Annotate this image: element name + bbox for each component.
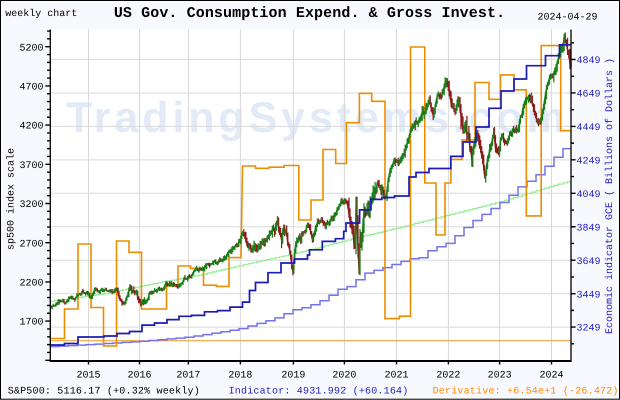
svg-text:2015: 2015 bbox=[76, 370, 100, 381]
svg-text:3449: 3449 bbox=[577, 290, 601, 301]
svg-text:US Gov. Consumption Expend. &: US Gov. Consumption Expend. & Gross Inve… bbox=[114, 5, 505, 22]
svg-text:2022: 2022 bbox=[436, 370, 460, 381]
svg-text:3200: 3200 bbox=[19, 200, 43, 211]
svg-text:3649: 3649 bbox=[577, 257, 601, 268]
svg-text:sp500 index scale: sp500 index scale bbox=[6, 148, 18, 250]
svg-text:2021: 2021 bbox=[384, 370, 408, 381]
svg-text:2019: 2019 bbox=[281, 370, 305, 381]
svg-text:4649: 4649 bbox=[577, 90, 601, 101]
svg-text:4249: 4249 bbox=[577, 157, 601, 168]
svg-text:2200: 2200 bbox=[19, 279, 43, 290]
svg-text:TradingSystems.com: TradingSystems.com bbox=[66, 94, 569, 142]
svg-text:2024-04-29: 2024-04-29 bbox=[538, 13, 598, 24]
svg-text:Indicator: 4931.992 (+60.164): Indicator: 4931.992 (+60.164) bbox=[229, 386, 409, 398]
svg-text:2023: 2023 bbox=[488, 370, 512, 381]
svg-text:3849: 3849 bbox=[577, 223, 601, 234]
svg-text:2018: 2018 bbox=[228, 370, 252, 381]
svg-text:3700: 3700 bbox=[19, 161, 43, 172]
svg-text:2017: 2017 bbox=[176, 370, 200, 381]
svg-text:1700: 1700 bbox=[19, 318, 43, 329]
svg-text:4849: 4849 bbox=[577, 56, 601, 67]
svg-text:Derivative: +6.54e+1 (-26.472): Derivative: +6.54e+1 (-26.472) bbox=[433, 386, 619, 398]
svg-text:4449: 4449 bbox=[577, 123, 601, 134]
svg-text:2016: 2016 bbox=[127, 370, 151, 381]
svg-text:2024: 2024 bbox=[539, 370, 563, 381]
svg-text:4200: 4200 bbox=[19, 122, 43, 133]
svg-text:weekly chart: weekly chart bbox=[5, 8, 77, 20]
svg-text:5200: 5200 bbox=[19, 43, 43, 54]
svg-text:3249: 3249 bbox=[577, 324, 601, 335]
svg-text:2020: 2020 bbox=[332, 370, 356, 381]
svg-text:4700: 4700 bbox=[19, 83, 43, 94]
svg-text:S&P500: 5116.17 (+0.32% weekly: S&P500: 5116.17 (+0.32% weekly) bbox=[8, 386, 200, 398]
svg-text:2700: 2700 bbox=[19, 239, 43, 250]
svg-text:Economic indicator GCE ( Billi: Economic indicator GCE ( Billions of Dol… bbox=[604, 58, 616, 334]
svg-text:4049: 4049 bbox=[577, 190, 601, 201]
